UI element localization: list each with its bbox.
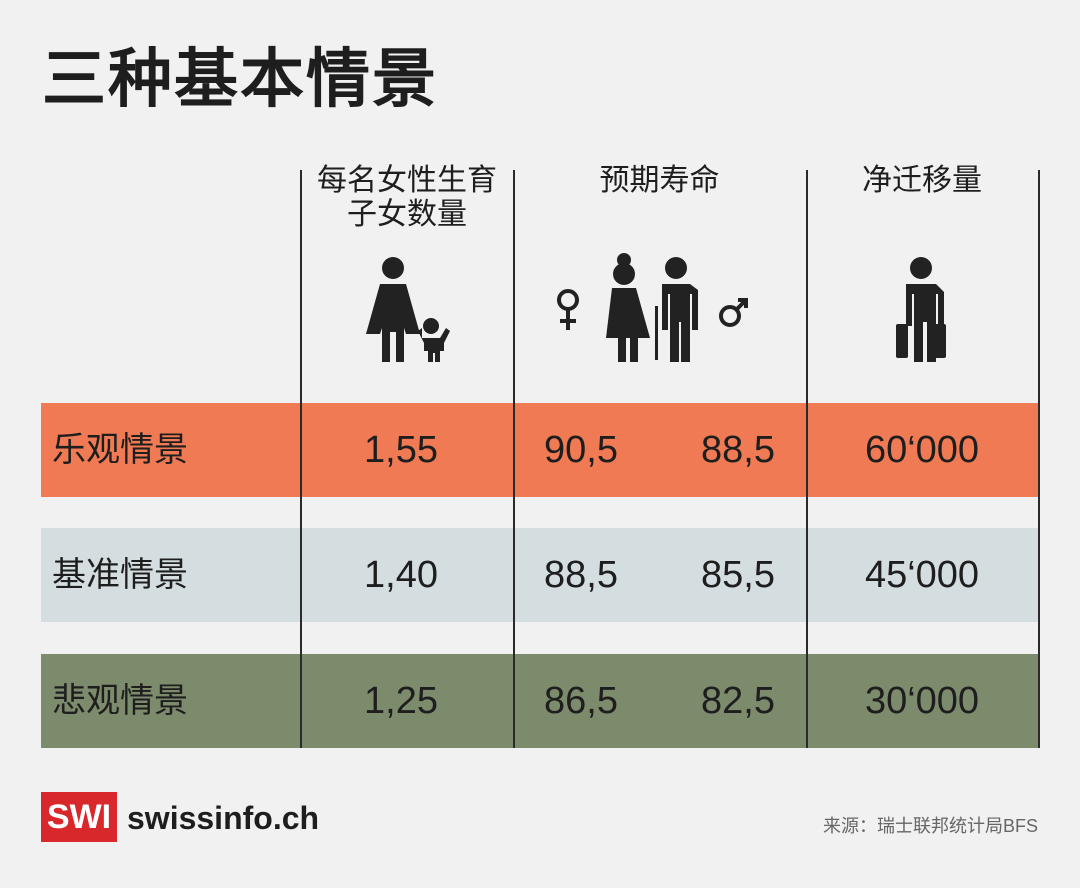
column-header: 净迁移量 [862,164,982,197]
column-divider [806,170,808,748]
row-label: 乐观情景 [52,431,188,469]
row-pessimistic [41,654,1038,748]
column-divider [513,170,515,748]
cell: 1,40 [364,554,438,596]
column-header: 预期寿命 [599,164,720,197]
mother-child-icon [366,257,450,362]
migrant-icon [896,257,946,362]
cell: 45‘000 [864,554,980,596]
cell: 85,5 [701,554,775,596]
elderly-couple-icon [606,253,698,362]
cell: 60‘000 [864,429,980,471]
cell: 86,5 [544,680,618,722]
cell: 30‘000 [864,680,980,722]
cell: 1,55 [364,429,438,471]
male-symbol [719,298,748,327]
cell: 90,5 [544,429,618,471]
logo: SWI [41,792,117,842]
row-label: 悲观情景 [52,682,188,720]
site-name: swissinfo.ch [127,800,320,836]
column-divider [300,170,302,748]
column-divider [1038,170,1040,748]
row-baseline [41,528,1038,622]
row-optimistic [41,403,1038,497]
cell: 88,5 [701,429,775,471]
cell: 82,5 [701,680,775,722]
source: 来源：瑞士联邦统计局BFS [822,816,1038,836]
row-label: 基准情景 [52,556,188,594]
icons [366,253,946,362]
cell: 88,5 [544,554,618,596]
column-header: 每名女性生育子女数量 [317,164,497,231]
female-symbol [557,289,579,330]
title: 三种基本情景 [42,43,438,115]
cell: 1,25 [364,680,438,722]
